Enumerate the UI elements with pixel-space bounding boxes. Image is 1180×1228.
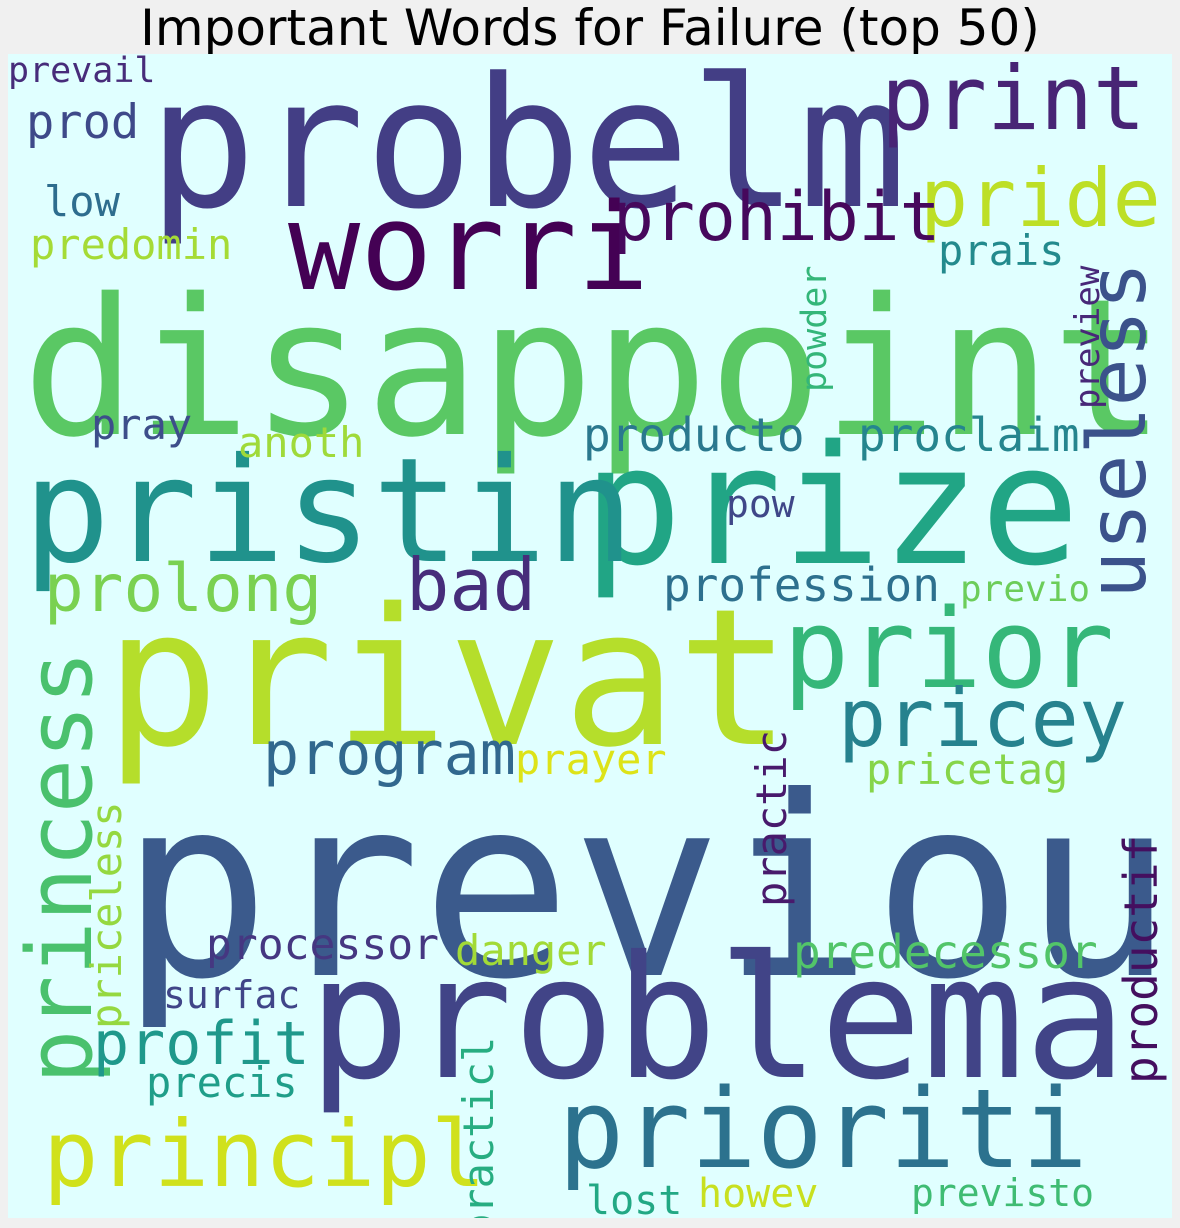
- cloud-word-howev: howev: [698, 1171, 819, 1217]
- cloud-word-program: program: [263, 719, 516, 789]
- cloud-word-problema: problema: [308, 920, 1127, 1118]
- chart-title: Important Words for Failure (top 50): [140, 0, 1040, 57]
- cloud-word-predecessor: predecessor: [793, 925, 1098, 979]
- cloud-word-powder: powder: [795, 265, 835, 392]
- cloud-word-prioriti: prioriti: [558, 1065, 1088, 1193]
- cloud-word-anoth: anoth: [238, 418, 365, 467]
- cloud-word-bad: bad: [406, 543, 537, 627]
- cloud-word-danger: danger: [455, 926, 607, 975]
- cloud-word-pray: pray: [91, 400, 193, 449]
- cloud-word-pow: pow: [726, 482, 795, 526]
- cloud-word-priceless: priceless: [82, 801, 131, 1029]
- word-cloud: previou probelm disappoint privat problema pr…: [8, 54, 1172, 1218]
- cloud-word-proclaim: proclaim: [858, 408, 1080, 462]
- cloud-word-disappoint: disappoint: [22, 258, 1166, 479]
- cloud-word-lost: lost: [586, 1178, 683, 1218]
- cloud-word-previsto: previsto: [911, 1171, 1095, 1215]
- cloud-word-prevail: prevail: [8, 54, 156, 91]
- cloud-word-previou: previou: [120, 743, 1172, 1034]
- cloud-word-prolong: prolong: [44, 550, 323, 627]
- cloud-word-profit: profit: [93, 1009, 310, 1079]
- cloud-word-pricey: pricey: [838, 672, 1127, 765]
- cloud-word-probelm: probelm: [148, 54, 907, 249]
- cloud-word-worri: worri: [288, 179, 650, 318]
- cloud-word-low: low: [44, 177, 120, 226]
- cloud-word-pride: pride: [920, 152, 1161, 245]
- cloud-word-previo: previo: [960, 569, 1091, 610]
- cloud-word-prize: prize: [583, 410, 1080, 602]
- cloud-word-predomin: predomin: [30, 220, 233, 269]
- cloud-word-prohibit: prohibit: [613, 178, 941, 257]
- cloud-word-print: print: [881, 54, 1146, 150]
- cloud-word-surfac: surfac: [163, 973, 301, 1017]
- cloud-word-processor: processor: [206, 920, 439, 970]
- cloud-word-preview: preview: [1068, 265, 1108, 409]
- cloud-word-pristin: pristin: [23, 427, 635, 596]
- cloud-word-precis: precis: [146, 1058, 298, 1107]
- cloud-word-prior: prior: [783, 585, 1115, 713]
- cloud-word-producto: producto: [583, 408, 805, 462]
- cloud-word-practic: practic: [747, 729, 796, 907]
- cloud-word-productif: productif: [1114, 834, 1168, 1084]
- cloud-word-principl: principl: [43, 1101, 487, 1208]
- cloud-word-prayer: prayer: [515, 735, 667, 784]
- cloud-word-privat: privat: [105, 568, 792, 789]
- cloud-word-prais: prais: [938, 226, 1065, 275]
- cloud-word-pricetag: pricetag: [866, 745, 1069, 794]
- cloud-word-profession: profession: [663, 558, 940, 612]
- cloud-word-prod: prod: [26, 95, 140, 150]
- cloud-word-practicl: practicl: [454, 1036, 503, 1218]
